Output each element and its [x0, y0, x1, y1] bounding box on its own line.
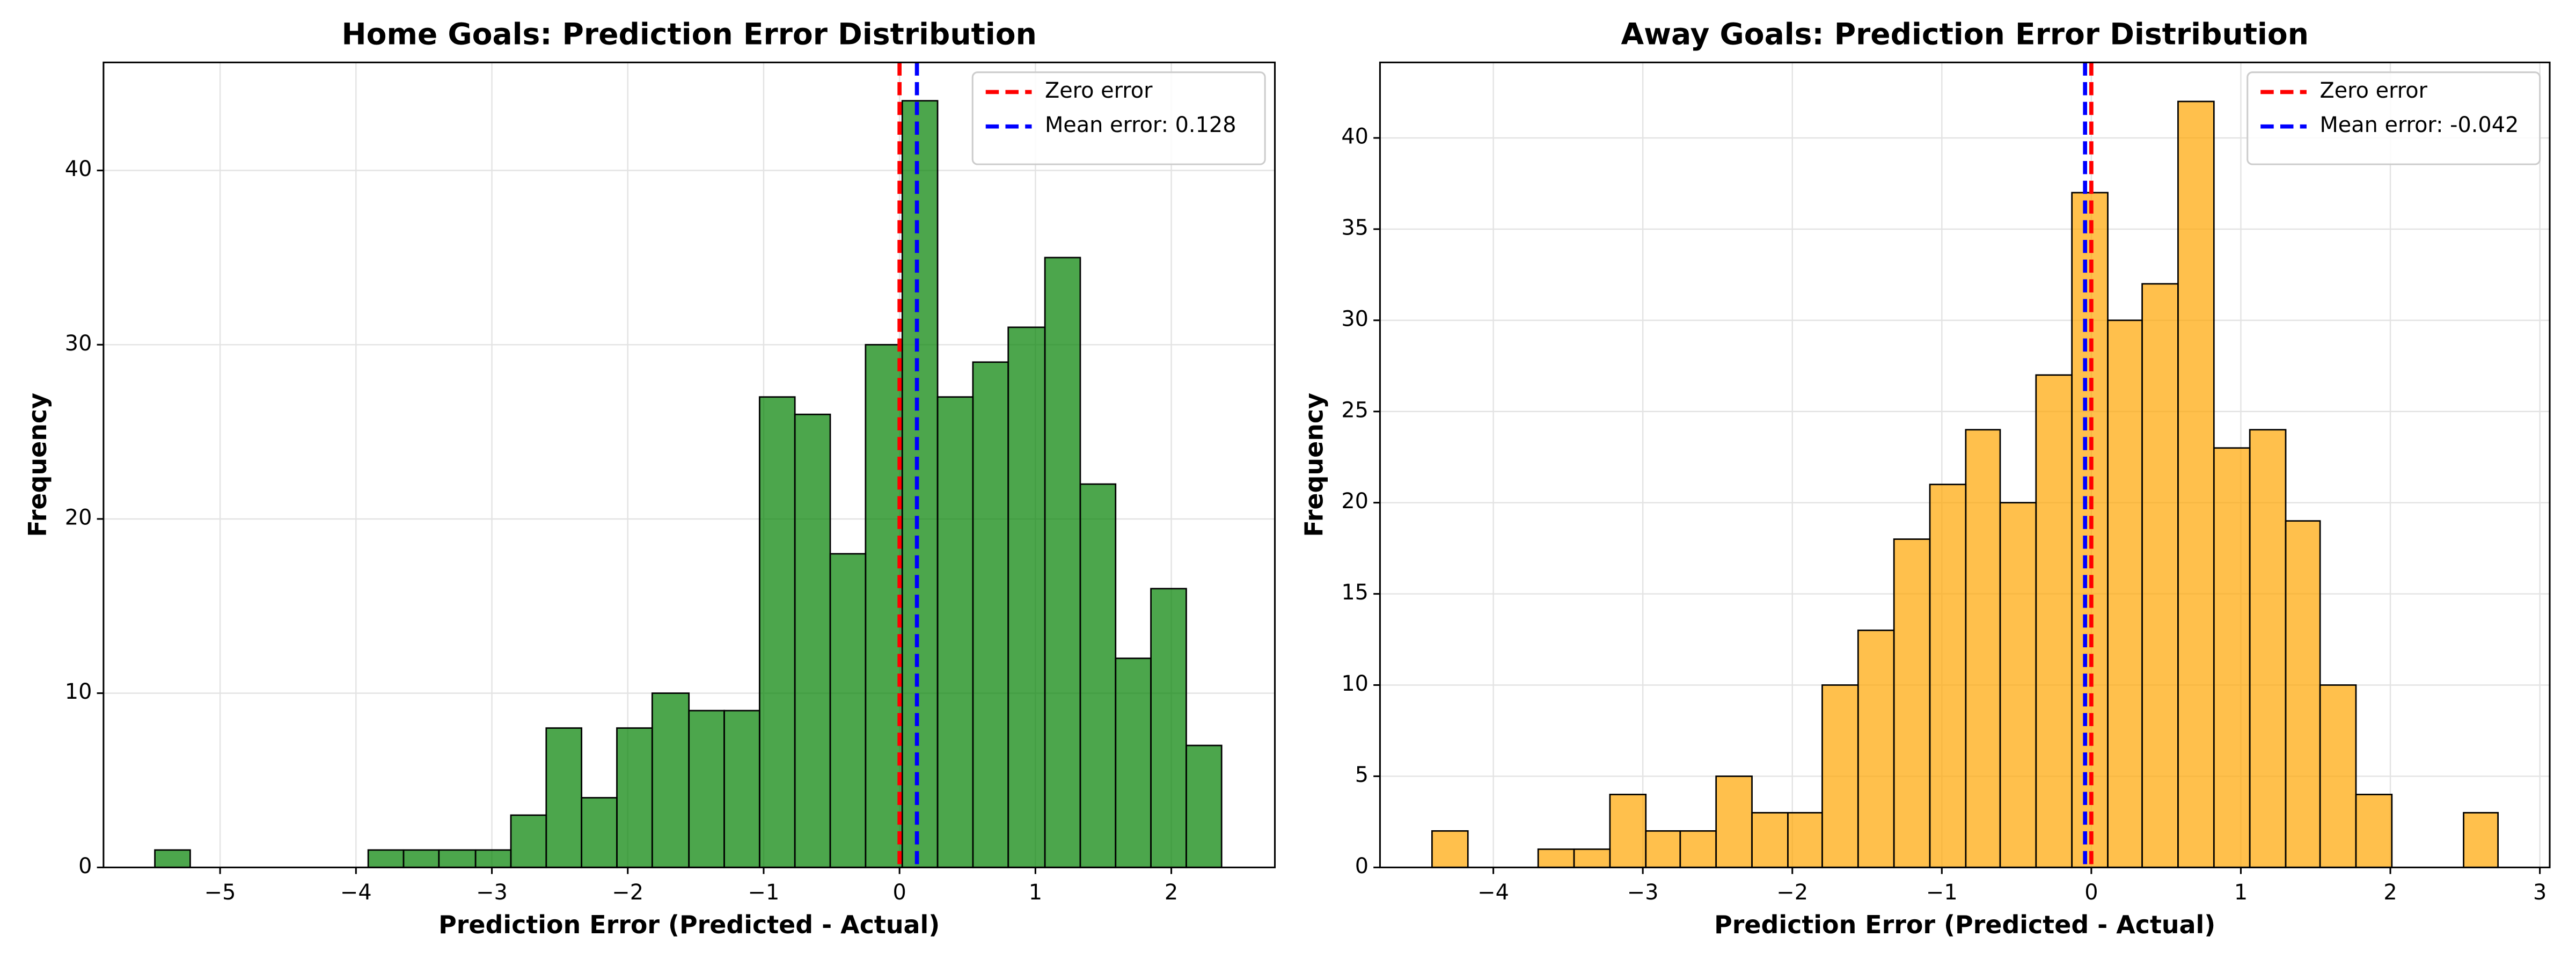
histogram-bar [2355, 794, 2393, 868]
plot-frame [103, 61, 1276, 868]
y-tick-label: 25 [1341, 398, 1368, 422]
histogram-bar [1715, 775, 1753, 868]
histogram-bar [1079, 483, 1117, 868]
x-tick-label: −2 [612, 880, 643, 905]
x-tick-label: −2 [1776, 880, 1808, 905]
legend-label: Zero error [1045, 78, 1153, 103]
histogram-bar [2107, 319, 2143, 868]
x-tick-label: 0 [892, 880, 906, 905]
x-tick-label: −1 [1926, 880, 1958, 905]
y-tick-label: 30 [65, 331, 92, 356]
histogram-bar [794, 413, 831, 868]
histogram-bar [1929, 484, 1967, 868]
histogram-bar [2071, 192, 2109, 868]
chart-title: Away Goals: Prediction Error Distributio… [1621, 17, 2309, 51]
histogram-bar [1965, 429, 2001, 868]
histogram-bar [1007, 326, 1046, 868]
histogram-bar [2141, 283, 2179, 868]
y-tick-label: 10 [1341, 671, 1368, 696]
histogram-bar [2285, 520, 2321, 868]
histogram-bar [1751, 812, 1789, 868]
histogram-bar [1185, 744, 1223, 868]
histogram-bar [936, 396, 974, 868]
histogram-bar [510, 814, 547, 868]
legend-box [971, 71, 1266, 165]
y-axis-label: Frequency [1300, 393, 1329, 537]
histogram-bar [723, 709, 760, 868]
x-tick-label: −1 [748, 880, 780, 905]
legend-label: Zero error [2319, 78, 2427, 103]
histogram-bar [1537, 848, 1575, 868]
x-tick-label: −5 [204, 880, 236, 905]
histogram-bar [1431, 830, 1469, 868]
legend-label: Mean error: 0.128 [1045, 113, 1236, 137]
histogram-bar [438, 849, 477, 868]
panel: Away Goals: Prediction Error Distributio… [1300, 17, 2551, 939]
histogram-bar [2035, 374, 2073, 868]
histogram-bar [2213, 447, 2251, 868]
y-axis-label: Frequency [23, 393, 52, 537]
y-tick-label: 0 [1355, 854, 1368, 879]
plot-frame [1379, 61, 2551, 868]
histogram-bar [1645, 830, 1681, 868]
histogram-bar [972, 361, 1009, 868]
histogram-bar [1679, 830, 1717, 868]
y-tick-label: 0 [78, 854, 92, 879]
histogram-bar [651, 692, 690, 868]
histogram-bar [545, 727, 583, 868]
histogram-bar [1573, 848, 1611, 868]
y-tick-label: 30 [1341, 306, 1368, 331]
x-tick-label: 2 [1165, 880, 1178, 905]
y-tick-label: 35 [1341, 215, 1368, 240]
histogram-bar [688, 709, 725, 868]
x-tick-label: 0 [2084, 880, 2098, 905]
x-tick-label: −3 [1627, 880, 1659, 905]
histogram-bar [1857, 630, 1895, 868]
x-tick-label: 3 [2533, 880, 2546, 905]
histogram-bar [581, 797, 618, 868]
histogram-bar [1893, 538, 1931, 868]
x-tick-label: 1 [2234, 880, 2248, 905]
histogram-bar [1044, 257, 1081, 868]
histogram-bar [758, 396, 796, 868]
histogram-bar [2249, 429, 2287, 868]
legend-box [2246, 71, 2541, 165]
histogram-bar [901, 100, 939, 868]
x-tick-label: −4 [1477, 880, 1509, 905]
histogram-bar [154, 849, 191, 868]
y-tick-label: 20 [1341, 489, 1368, 514]
y-tick-label: 10 [65, 679, 92, 704]
x-tick-label: 1 [1029, 880, 1042, 905]
histogram-bar [474, 849, 512, 868]
x-tick-label: −4 [340, 880, 372, 905]
histogram-bar [865, 343, 903, 868]
x-tick-label: −3 [476, 880, 508, 905]
y-tick-label: 40 [65, 157, 92, 181]
histogram-bar [829, 553, 867, 868]
histogram-bar [402, 849, 440, 868]
histogram-bar [2177, 100, 2215, 868]
y-tick-label: 40 [1341, 125, 1368, 149]
legend-label: Mean error: -0.042 [2319, 113, 2519, 137]
histogram-bar [616, 727, 653, 868]
y-tick-label: 5 [1355, 763, 1368, 787]
histogram-bar [1609, 794, 1647, 868]
y-tick-label: 20 [65, 505, 92, 530]
histogram-bar [1115, 657, 1152, 868]
panel: Home Goals: Prediction Error Distributio… [23, 17, 1276, 939]
histogram-bar [1821, 684, 1859, 868]
histogram-bar [367, 849, 405, 868]
histogram-bar [2463, 812, 2499, 868]
y-tick-label: 15 [1341, 580, 1368, 605]
histogram-bar [1150, 588, 1187, 868]
histogram-bar [2319, 684, 2357, 868]
x-axis-label: Prediction Error (Predicted - Actual) [438, 910, 940, 939]
histogram-bar [1999, 502, 2037, 868]
x-axis-label: Prediction Error (Predicted - Actual) [1714, 910, 2215, 939]
chart-title: Home Goals: Prediction Error Distributio… [342, 17, 1037, 51]
histogram-bar [1787, 812, 1823, 868]
x-tick-label: 2 [2383, 880, 2397, 905]
